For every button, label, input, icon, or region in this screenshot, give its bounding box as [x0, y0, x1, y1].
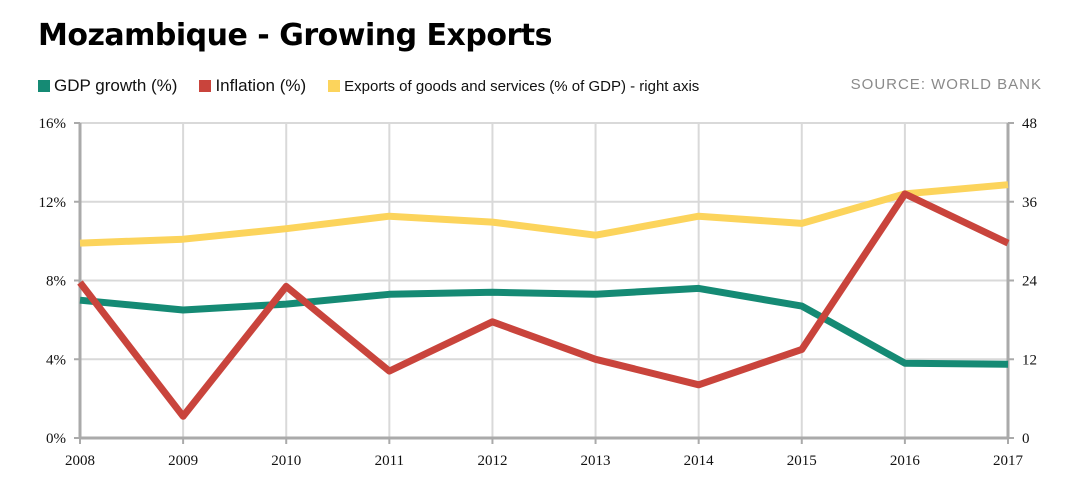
legend: GDP growth (%) Inflation (%) Exports of …	[38, 76, 721, 96]
x-tick-label: 2016	[890, 453, 921, 469]
inflation-line	[77, 190, 1010, 420]
y-right-tick-label: 12	[1022, 352, 1037, 368]
chart-title: Mozambique - Growing Exports	[38, 18, 552, 53]
x-tick-label: 2012	[477, 453, 507, 469]
x-tick-label: 2008	[65, 453, 95, 469]
inflation-swatch-icon	[199, 80, 212, 92]
y-left-tick-label: 0%	[46, 431, 66, 447]
legend-item-inflation: Inflation (%)	[199, 76, 306, 96]
legend-label-gdp: GDP growth (%)	[54, 76, 178, 95]
x-tick-label: 2014	[684, 453, 715, 469]
y-right-tick-label: 36	[1022, 195, 1038, 211]
source-note: SOURCE: WORLD BANK	[850, 76, 1042, 93]
y-right-tick-label: 0	[1022, 431, 1030, 447]
x-tick-label: 2015	[787, 453, 817, 469]
legend-label-exports: Exports of goods and services (% of GDP)…	[344, 77, 700, 95]
legend-label-inflation: Inflation (%)	[215, 76, 307, 95]
legend-item-exports: Exports of goods and services (% of GDP)…	[328, 78, 699, 95]
y-right-tick-label: 24	[1022, 274, 1038, 290]
exports-line	[79, 181, 1009, 247]
exports-swatch-icon	[328, 80, 341, 92]
x-tick-label: 2013	[581, 453, 611, 469]
x-tick-label: 2017	[993, 453, 1024, 469]
y-right-tick-label: 48	[1022, 116, 1037, 132]
x-tick-label: 2009	[168, 453, 198, 469]
legend-item-gdp: GDP growth (%)	[38, 76, 177, 96]
y-left-tick-label: 8%	[46, 274, 66, 290]
y-left-tick-label: 4%	[46, 352, 66, 368]
x-tick-label: 2011	[375, 453, 404, 469]
gdp-growth-line	[79, 284, 1009, 368]
y-left-tick-label: 16%	[39, 116, 67, 132]
y-left-tick-label: 12%	[39, 195, 67, 211]
x-tick-label: 2010	[271, 453, 301, 469]
gdp-swatch-icon	[38, 80, 50, 92]
